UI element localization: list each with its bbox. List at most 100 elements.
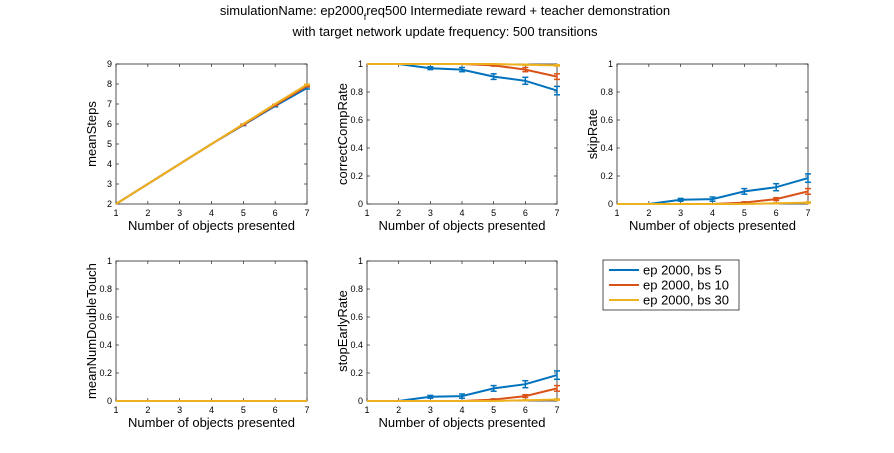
x-tick-label: 5 [241,208,246,218]
axes-frame [115,63,308,205]
x-tick-label: 3 [428,208,433,218]
x-tick-label: 4 [710,208,715,218]
y-tick-label: 3 [107,179,112,189]
x-tick-label: 4 [459,405,464,415]
y-axis-label: skipRate [585,109,600,160]
y-tick-label: 0.6 [350,312,363,322]
subplot-stopEarlyRate: 1 2 3 4 5 6 7 0 0.2 0.4 0.6 0.8 1 Number of objects p… [335,256,560,430]
figure-title-line1: simulationName: ep2000freq500 Intermedia… [220,3,670,22]
axes-frame [616,63,809,205]
x-tick-label: 1 [113,405,118,415]
x-tick-label: 1 [364,405,369,415]
y-tick-label: 0 [608,199,613,209]
y-tick-label: 1 [358,59,363,69]
x-tick-label: 5 [491,208,496,218]
figure-title-part2: req500 Intermediate reward + teacher dem… [366,3,670,18]
y-tick-label: 1 [358,256,363,266]
x-tick-label: 3 [678,208,683,218]
x-tick-label: 5 [491,405,496,415]
y-tick-label: 1 [107,256,112,266]
series-ep-2000-bs-30 [115,83,310,205]
y-axis-label: stopEarlyRate [335,290,350,372]
y-tick-label: 0.6 [350,115,363,125]
y-tick-label: 0.8 [600,87,613,97]
x-tick-label: 3 [177,208,182,218]
y-tick-label: 0.2 [600,171,613,181]
x-tick-label: 6 [523,208,528,218]
x-axis-label: Number of objects presented [128,218,295,233]
x-axis-label: Number of objects presented [379,415,546,430]
subplot-correctCompRate: 1 2 3 4 5 6 7 0 0.2 0.4 0.6 0.8 1 Number of objects p… [335,59,560,233]
y-tick-label: 0.6 [600,115,613,125]
y-tick-label: 8 [107,79,112,89]
y-tick-label: 0.8 [99,284,112,294]
y-tick-label: 0.4 [350,340,363,350]
x-tick-label: 6 [273,208,278,218]
y-tick-label: 0.8 [350,284,363,294]
y-tick-label: 0.2 [350,171,363,181]
x-tick-label: 1 [113,208,118,218]
figure-title-part1: simulationName: ep2000 [220,3,364,18]
series-ep-2000-bs-30 [617,201,811,205]
y-tick-label: 4 [107,159,112,169]
x-tick-label: 7 [554,405,559,415]
x-tick-label: 1 [364,208,369,218]
y-axis-label: meanSteps [84,101,99,167]
x-tick-label: 5 [742,208,747,218]
legend-entry-label: ep 2000, bs 30 [643,293,729,308]
x-tick-label: 2 [646,208,651,218]
x-tick-label: 2 [145,405,150,415]
x-tick-label: 6 [273,405,278,415]
y-tick-label: 0.4 [350,143,363,153]
x-axis-label: Number of objects presented [128,415,295,430]
y-tick-label: 6 [107,119,112,129]
y-tick-label: 9 [107,59,112,69]
y-tick-label: 5 [107,139,112,149]
x-axis-label: Number of objects presented [629,218,796,233]
x-tick-label: 6 [774,208,779,218]
y-axis-label: meanNumDoubleTouch [84,263,99,399]
figure-title-subscript: f [364,12,367,22]
y-tick-label: 1 [608,59,613,69]
series-ep-2000-bs-30 [367,63,560,67]
subplot-skipRate: 1 2 3 4 5 6 7 0 0.2 0.4 0.6 0.8 1 Number of objects p… [585,59,811,233]
axes-frame [366,63,558,205]
y-tick-label: 0 [107,396,112,406]
y-tick-label: 0.2 [350,368,363,378]
x-tick-label: 2 [396,405,401,415]
x-tick-label: 1 [614,208,619,218]
axes-frame [115,260,308,402]
y-tick-label: 0.4 [600,143,613,153]
x-tick-label: 4 [459,208,464,218]
x-tick-label: 3 [177,405,182,415]
legend-entry-label: ep 2000, bs 10 [643,278,729,293]
series-ep-2000-bs-30 [367,398,560,402]
x-tick-label: 6 [523,405,528,415]
subplot-meanNumDoubleTouch: 1 2 3 4 5 6 7 0 0.2 0.4 0.6 0.8 1 Number of objects p… [84,256,310,430]
legend-entry-label: ep 2000, bs 5 [643,263,722,278]
x-tick-label: 3 [428,405,433,415]
x-tick-label: 4 [209,405,214,415]
y-tick-label: 0.8 [350,87,363,97]
figure-title-line2: with target network update frequency: 50… [292,24,598,39]
y-tick-label: 7 [107,99,112,109]
y-tick-label: 0 [358,199,363,209]
x-tick-label: 4 [209,208,214,218]
y-tick-label: 0.4 [99,340,112,350]
x-tick-label: 5 [241,405,246,415]
x-tick-label: 7 [304,405,309,415]
y-tick-label: 2 [107,199,112,209]
y-tick-label: 0.2 [99,368,112,378]
x-tick-label: 7 [805,208,810,218]
x-tick-label: 7 [304,208,309,218]
y-axis-label: correctCompRate [335,83,350,185]
y-tick-label: 0.6 [99,312,112,322]
x-tick-label: 7 [554,208,559,218]
y-tick-label: 0 [358,396,363,406]
series-line [115,83,308,205]
